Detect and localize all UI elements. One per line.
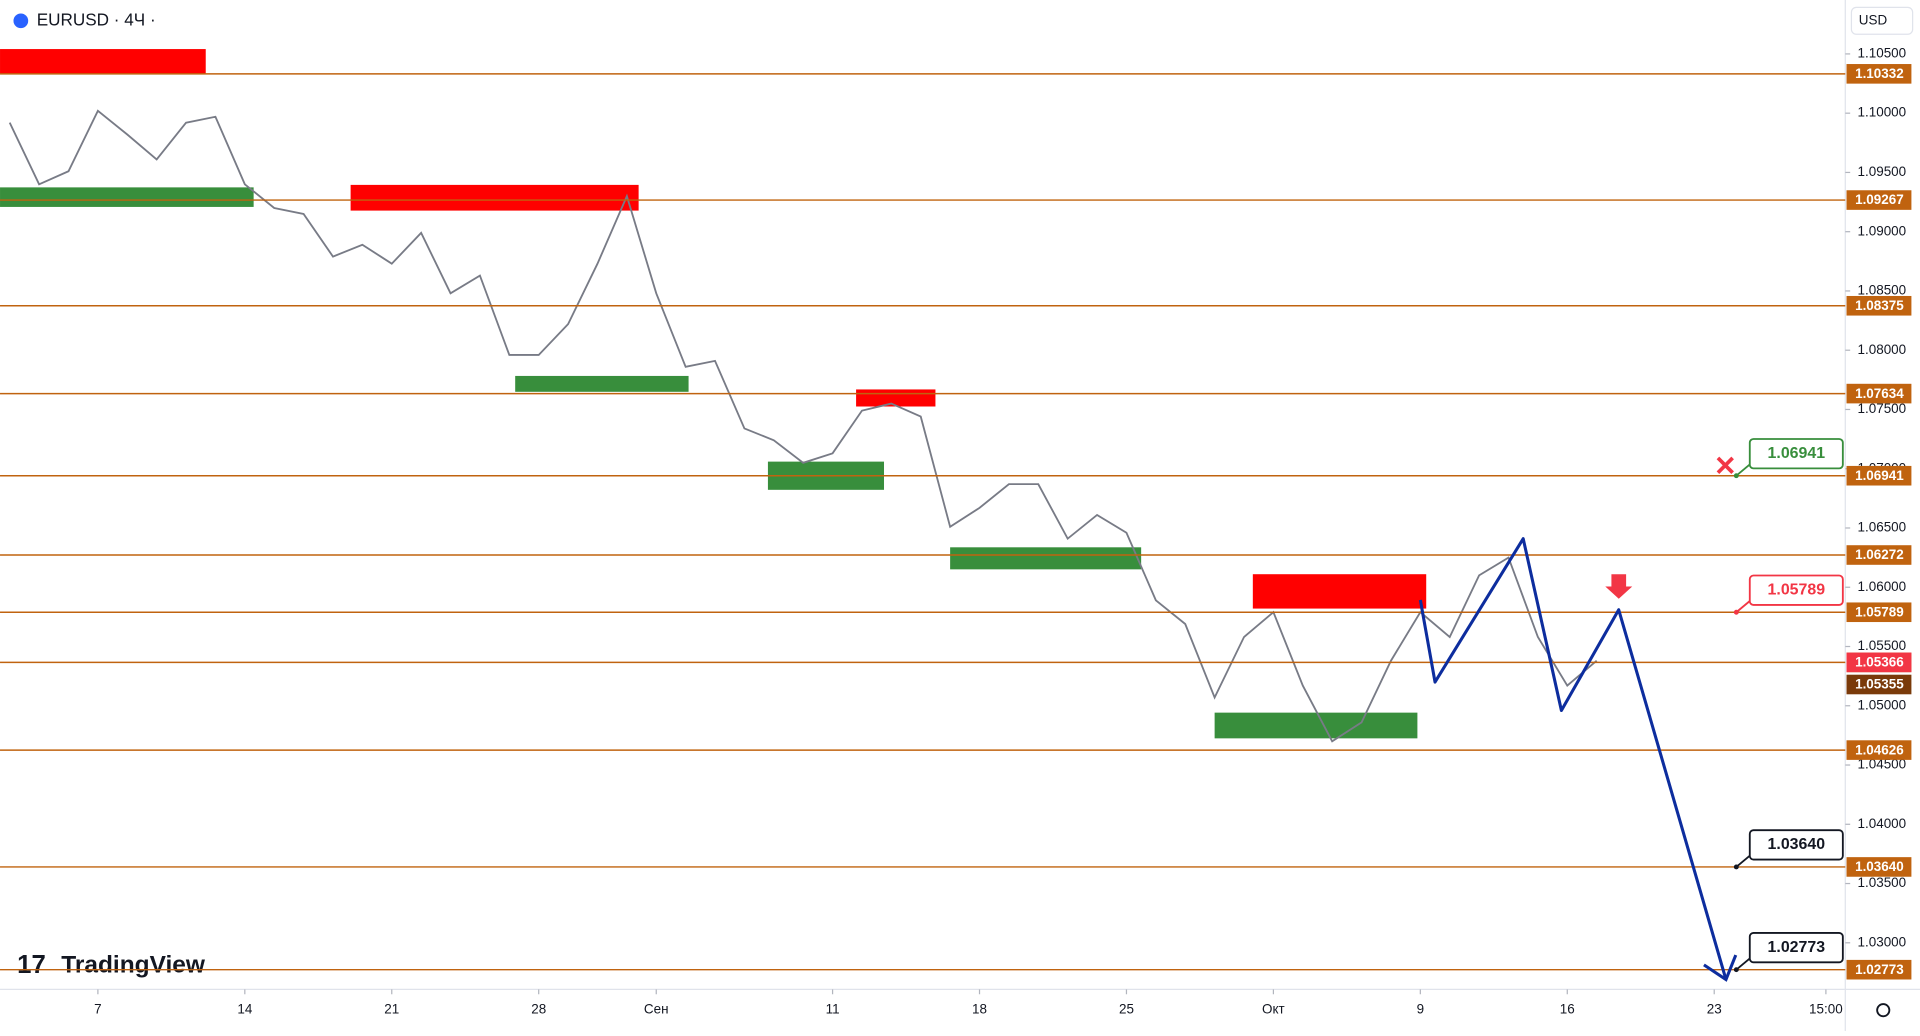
zone [1252,574,1427,609]
x-tick-label: 11 [826,1002,840,1017]
projection [1418,537,1728,980]
x-tick-label: 25 [1119,1002,1134,1017]
level-tag [1846,545,1912,565]
y-tick-label: 1.03000 [1858,934,1907,949]
level-tag-label: 1.09267 [1855,192,1904,207]
settings-icon[interactable] [1876,1003,1891,1018]
zone [856,389,936,407]
level-tag [1846,740,1912,760]
symbol-icon [13,13,29,29]
y-tick-label: 1.10000 [1858,105,1907,120]
zone [350,184,639,211]
level-tag [1846,857,1912,877]
callout-label: 1.06941 [1768,445,1826,462]
currency-button[interactable] [1850,6,1914,35]
level-tag-label: 1.04626 [1855,742,1904,757]
level-tag [1846,465,1912,486]
callout-tail [1735,956,1752,971]
level-tag-label: 1.05789 [1855,604,1904,619]
level-tag-label: 1.08375 [1855,298,1904,313]
level-tag [1846,959,1912,980]
y-tick-label: 1.05000 [1858,697,1907,712]
currency: USD [1859,12,1888,27]
level-tag [1846,295,1912,316]
level-tag-label: 1.07634 [1855,386,1904,401]
y-tick-label: 1.09500 [1858,164,1907,179]
y-tick-label: 1.06500 [1858,520,1907,535]
x-tick-label: Окт [1262,1002,1285,1017]
level-tag [1846,383,1912,404]
callout-box [1748,932,1844,964]
callout-tail [1735,853,1752,868]
callout-tail [1735,599,1752,613]
cross-icon [1716,456,1734,474]
callout-box [1748,829,1844,861]
y-tick-label: 1.04000 [1858,816,1907,831]
y-tick-label: 1.07500 [1858,401,1907,416]
symbol-title: EURUSD · 4Ч · [37,9,156,29]
zone [0,187,254,207]
level-tag [1846,190,1912,210]
price-tag [1846,674,1912,695]
zone [515,375,689,392]
y-tick-label: 1.05500 [1858,638,1907,653]
callout-box [1748,574,1844,606]
x-tick-label: 28 [531,1002,546,1017]
level-tag [1846,602,1912,623]
callout-label: 1.03640 [1768,836,1826,853]
price-tag [1846,652,1912,673]
x-tick-label: 18 [972,1002,987,1017]
price-tag-label: 1.05366 [1855,655,1904,670]
x-tick-label: 9 [1417,1002,1424,1017]
callout-tail [1735,462,1752,477]
projection-arrowhead [1703,954,1738,982]
price-line [8,109,1598,743]
level-tag-label: 1.06941 [1855,468,1904,483]
level-tag-label: 1.06272 [1855,547,1904,562]
level-tag [1846,64,1912,84]
x-tick-label: 21 [384,1002,399,1017]
x-tick-label: 23 [1707,1002,1722,1017]
zone [950,547,1142,570]
y-tick-label: 1.04500 [1858,757,1907,772]
callout-box [1748,438,1844,470]
price-tag-label: 1.05355 [1855,677,1904,692]
x-tick-label: 16 [1560,1002,1575,1017]
y-tick-label: 1.09000 [1858,223,1907,238]
callout-label: 1.05789 [1768,581,1826,598]
level-tag-label: 1.10332 [1855,66,1904,81]
x-tick-label: 7 [94,1002,101,1017]
logo-mark: 17 [17,951,46,979]
zone [1214,712,1418,739]
y-tick-label: 1.08500 [1858,283,1907,298]
y-tick-label: 1.03500 [1858,875,1907,890]
brand: TradingView [61,952,206,979]
level-tag-label: 1.03640 [1855,859,1904,874]
callout-label: 1.02773 [1768,939,1826,956]
y-tick-label: 1.10500 [1858,45,1907,60]
y-tick-label: 1.06000 [1858,579,1907,594]
y-tick-label: 1.08000 [1858,342,1907,357]
level-tag-label: 1.02773 [1855,962,1904,977]
x-tick-label: Сен [644,1002,669,1017]
x-tick-label: 15:00 [1809,1002,1843,1017]
zone [0,49,206,74]
x-tick-label: 14 [237,1002,252,1017]
